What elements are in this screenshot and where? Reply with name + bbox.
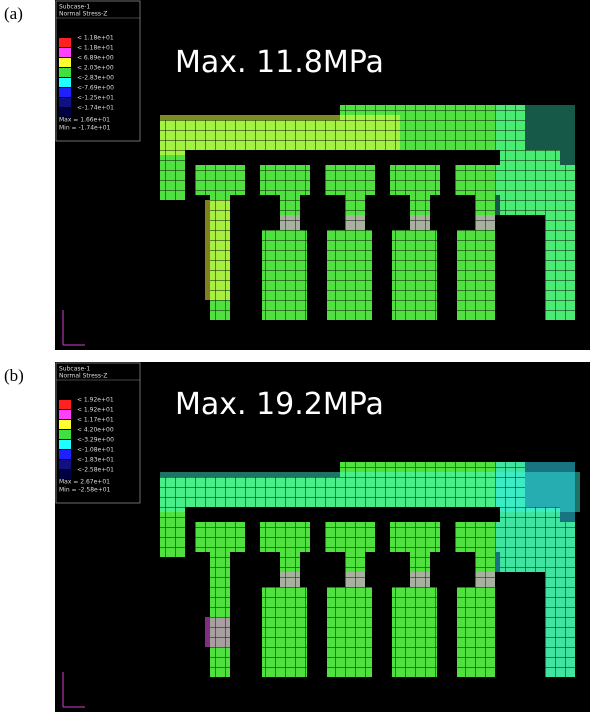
legend-title: Normal Stress-Z	[59, 11, 107, 18]
legend-swatch	[59, 78, 71, 87]
legend-swatch	[59, 38, 71, 47]
gap	[430, 195, 475, 230]
legend-value: <-1.08e+01	[77, 447, 114, 454]
legend-swatch	[59, 420, 71, 429]
legend-value: < 6.89e+00	[77, 55, 114, 62]
legend-value: <-7.69e+00	[77, 85, 114, 92]
gap	[245, 165, 260, 195]
legend-swatch	[59, 400, 71, 409]
max-min: Max = 1.66e+01	[59, 117, 110, 124]
max-min: Min = -2.58e+01	[59, 487, 111, 494]
gap	[365, 552, 410, 587]
gap	[365, 195, 410, 230]
gap	[310, 522, 325, 552]
legend-title: Subcase-1	[59, 366, 90, 373]
mesh	[160, 105, 575, 320]
gap	[235, 230, 262, 320]
gap	[495, 572, 545, 677]
legend-value: <-1.74e+01	[77, 105, 114, 112]
gap	[440, 165, 455, 195]
gap	[185, 507, 500, 522]
gap	[235, 587, 262, 677]
legend-swatch	[59, 68, 71, 77]
gap	[375, 522, 390, 552]
panel-label: (b)	[4, 366, 24, 386]
panel-label: (a)	[4, 4, 23, 24]
gap	[310, 165, 325, 195]
legend-value: < 1.18e+01	[77, 35, 114, 42]
legend-value: < 1.92e+01	[77, 397, 114, 404]
gap	[375, 165, 390, 195]
figure: (a)Subcase-1Normal Stress-Z< 1.18e+01< 1…	[0, 0, 594, 713]
legend-swatch	[59, 88, 71, 97]
legend-swatch	[59, 450, 71, 459]
legend-swatch	[59, 430, 71, 439]
legend-swatch	[59, 48, 71, 57]
gap	[430, 552, 475, 587]
gap	[495, 215, 545, 320]
legend-swatch	[59, 58, 71, 67]
legend-title: Normal Stress-Z	[59, 373, 107, 380]
legend-title: Subcase-1	[59, 4, 90, 11]
legend-value: <-2.58e+01	[77, 467, 114, 474]
max-min: Min = -1.74e+01	[59, 125, 111, 132]
legend-value: < 4.20e+00	[77, 427, 114, 434]
legend-value: < 1.18e+01	[77, 45, 114, 52]
legend-value: < 1.17e+01	[77, 417, 114, 424]
annotation: Max. 19.2MPa	[175, 387, 384, 422]
legend-swatch	[59, 98, 71, 107]
legend-value: < 1.92e+01	[77, 407, 114, 414]
annotation: Max. 11.8MPa	[175, 45, 384, 80]
legend-swatch	[59, 440, 71, 449]
legend-value: <-3.29e+00	[77, 437, 114, 444]
gap	[440, 522, 455, 552]
legend-value: < 2.03e+00	[77, 65, 114, 72]
gap	[185, 150, 500, 165]
gap	[300, 552, 345, 587]
legend-value: <-1.25e+01	[77, 95, 114, 102]
legend-swatch	[59, 460, 71, 469]
legend-value: <-2.83e+00	[77, 75, 114, 82]
legend-value: <-1.83e+01	[77, 457, 114, 464]
mesh	[160, 462, 580, 677]
gap	[300, 195, 345, 230]
max-min: Max = 2.67e+01	[59, 479, 110, 486]
legend-swatch	[59, 410, 71, 419]
gap	[245, 522, 260, 552]
